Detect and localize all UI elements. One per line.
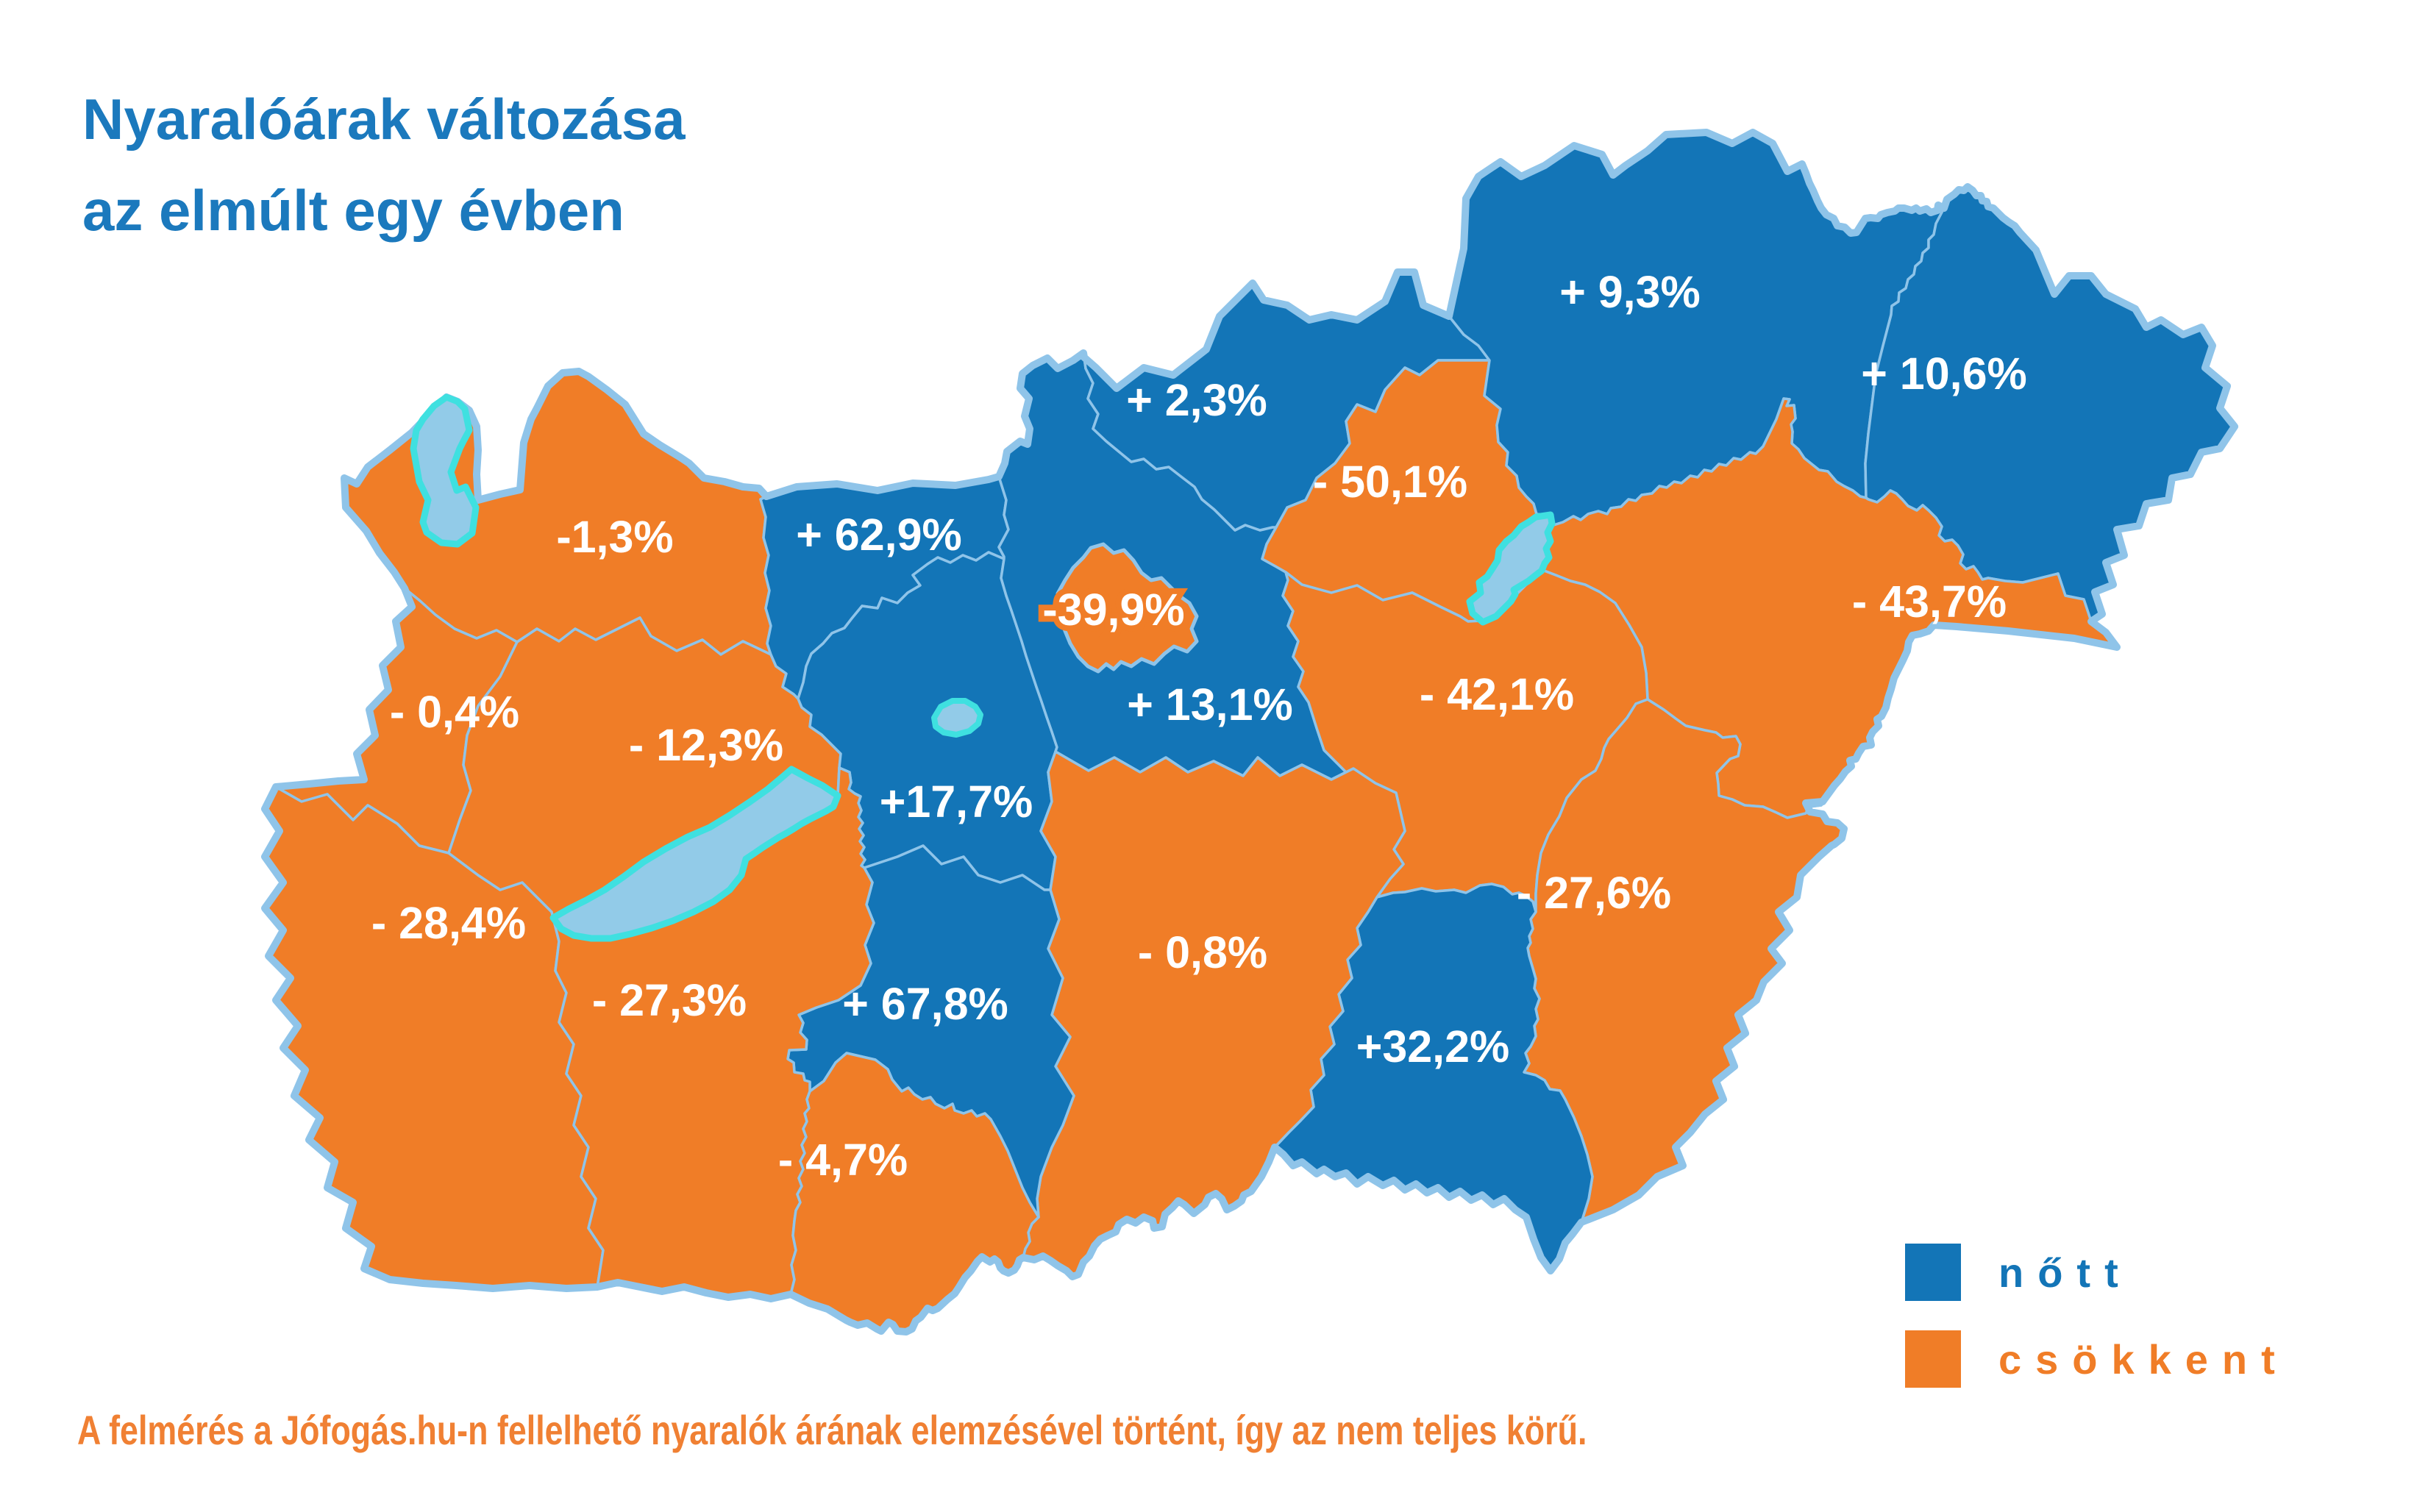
svg-text:- 42,1%: - 42,1% [1420,669,1574,719]
svg-text:- 43,7%: - 43,7% [1852,577,2007,627]
svg-text:- 50,1%: - 50,1% [1313,457,1467,507]
svg-text:+ 62,9%: + 62,9% [796,510,962,560]
svg-text:+ 10,6%: + 10,6% [1861,349,2027,399]
svg-text:- 27,3%: - 27,3% [592,975,747,1025]
svg-text:- 4,7%: - 4,7% [778,1135,908,1185]
svg-text:+ 9,3%: + 9,3% [1559,267,1701,317]
svg-text:- 0,4%: - 0,4% [390,687,519,737]
svg-text:+ 67,8%: + 67,8% [842,979,1008,1029]
svg-text:- 0,8%: - 0,8% [1138,927,1267,977]
svg-text:+32,2%: +32,2% [1356,1021,1510,1071]
svg-text:- 27,6%: - 27,6% [1517,868,1671,918]
svg-text:+ 13,1%: + 13,1% [1127,680,1293,730]
svg-text:- 12,3%: - 12,3% [629,720,783,770]
svg-text:- 28,4%: - 28,4% [371,898,526,948]
svg-text:+ 2,3%: + 2,3% [1126,375,1267,425]
svg-text:+17,7%: +17,7% [880,777,1033,827]
svg-text:-1,3%: -1,3% [556,512,673,562]
svg-text:-39,9%: -39,9% [1042,585,1184,635]
